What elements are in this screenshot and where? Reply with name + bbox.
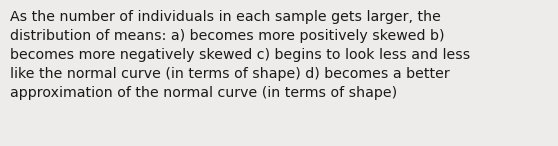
Text: As the number of individuals in each sample gets larger, the
distribution of mea: As the number of individuals in each sam… (10, 10, 470, 100)
